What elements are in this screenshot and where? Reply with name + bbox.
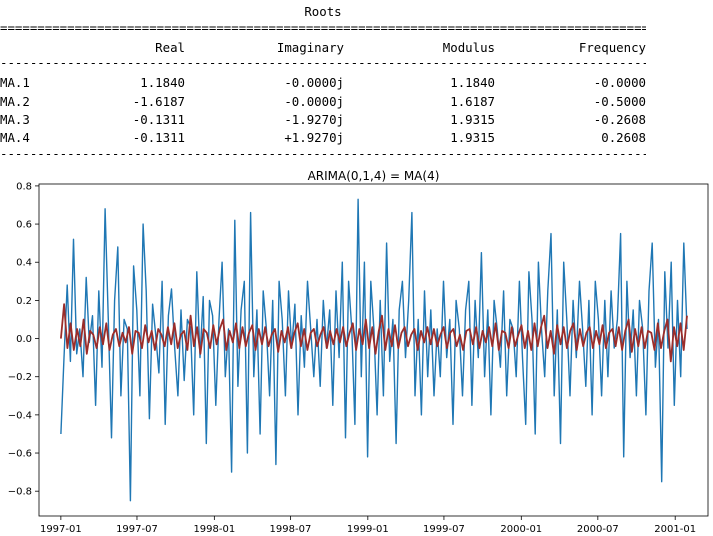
y-tick-label: −0.6 — [8, 449, 32, 460]
y-tick-label: −0.8 — [8, 487, 32, 498]
y-tick-label: 0.8 — [16, 181, 32, 192]
plot-frame — [38, 183, 709, 517]
roots-table-header-row: Real Imaginary Modulus Frequency — [0, 40, 646, 56]
y-tick-label: 0.0 — [16, 334, 32, 345]
cell-real: -0.1311 — [132, 130, 185, 145]
x-tick-label: 1999-07 — [423, 524, 465, 535]
row-label: MA.1 — [0, 75, 30, 90]
x-tick-label: 1997-01 — [40, 524, 82, 535]
cell-frequency: -0.0000 — [593, 75, 646, 90]
header-modulus: Modulus — [442, 40, 495, 55]
y-tick-label: 0.4 — [16, 258, 32, 269]
series-line-observed — [60, 198, 688, 502]
cell-real: -0.1311 — [132, 112, 185, 127]
y-tick-label: 0.6 — [16, 220, 32, 231]
header-frequency: Frequency — [578, 40, 646, 55]
cell-imaginary: -1.9270j — [284, 112, 344, 127]
table-row: MA.2 -1.6187 -0.0000j 1.6187 -0.5000 — [0, 94, 646, 110]
cell-frequency: -0.2608 — [593, 112, 646, 127]
arima-line-chart: ARIMA(0,1,4) = MA(4) −0.8 −0.6 −0.4 −0.2 0.0… — [8, 169, 709, 535]
cell-modulus: 1.9315 — [450, 130, 495, 145]
row-label: MA.2 — [0, 94, 30, 109]
row-label: MA.4 — [0, 130, 30, 145]
x-tick-label: 1998-01 — [193, 524, 235, 535]
x-tick-label: 2001-01 — [654, 524, 696, 535]
single-rule-middle: ----------------------------------------… — [0, 55, 646, 70]
x-tick-label: 2000-07 — [577, 524, 619, 535]
cell-modulus: 1.9315 — [450, 112, 495, 127]
cell-imaginary: +1.9270j — [284, 130, 344, 145]
cell-modulus: 1.1840 — [450, 75, 495, 90]
cell-modulus: 1.6187 — [450, 94, 495, 109]
chart-title: ARIMA(0,1,4) = MA(4) — [308, 169, 440, 183]
single-rule-bottom: ----------------------------------------… — [0, 146, 646, 161]
header-real: Real — [155, 40, 185, 55]
cell-imaginary: -0.0000j — [284, 75, 344, 90]
cell-frequency: -0.5000 — [593, 94, 646, 109]
cell-imaginary: -0.0000j — [284, 94, 344, 109]
x-axis: 1997-01 1997-07 1998-01 1998-07 1999-01 1999-… — [40, 516, 696, 535]
series-layer — [60, 198, 688, 502]
y-tick-label: 0.2 — [16, 296, 32, 307]
cell-frequency: 0.2608 — [601, 130, 646, 145]
table-row: MA.4 -0.1311 +1.9270j 1.9315 0.2608 — [0, 130, 646, 146]
row-label: MA.3 — [0, 112, 30, 127]
x-tick-label: 1998-07 — [270, 524, 312, 535]
cell-real: -1.6187 — [132, 94, 185, 109]
y-tick-label: −0.2 — [8, 372, 32, 383]
table-row: MA.3 -0.1311 -1.9270j 1.9315 -0.2608 — [0, 112, 646, 128]
header-imaginary: Imaginary — [276, 40, 344, 55]
x-tick-label: 1997-07 — [116, 524, 158, 535]
series-line-fitted — [60, 303, 688, 363]
x-tick-label: 1999-01 — [347, 524, 389, 535]
x-tick-label: 2000-01 — [500, 524, 542, 535]
cell-real: 1.1840 — [140, 75, 185, 90]
y-axis: −0.8 −0.6 −0.4 −0.2 0.0 0.2 0.4 0.6 0.8 — [8, 181, 39, 498]
double-rule-top: ========================================… — [0, 20, 646, 35]
table-row: MA.1 1.1840 -0.0000j 1.1840 -0.0000 — [0, 75, 646, 91]
y-tick-label: −0.4 — [8, 410, 32, 421]
roots-table-title: Roots — [304, 4, 342, 19]
